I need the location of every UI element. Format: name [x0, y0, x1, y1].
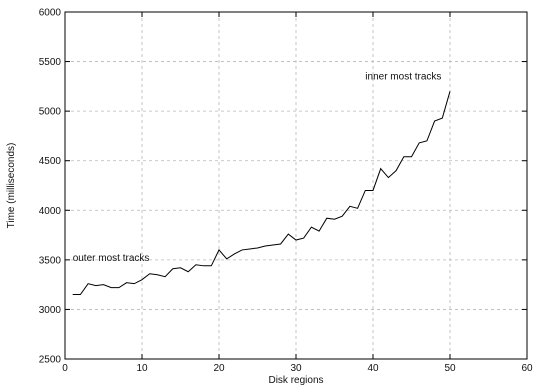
x-tick-label: 60: [521, 363, 533, 374]
y-tick-label: 3000: [39, 305, 62, 316]
series-layer: [72, 91, 451, 296]
x-tick-label: 10: [136, 363, 148, 374]
annotations: outer most tracks inner most tracks: [73, 71, 442, 263]
series-line: [72, 91, 451, 296]
y-tick-label: 2500: [39, 355, 62, 366]
y-tick-label: 6000: [39, 8, 62, 19]
x-tick-label: 50: [444, 363, 456, 374]
y-tick-label: 4500: [39, 156, 62, 167]
annotation-label: outer most tracks: [73, 253, 150, 264]
y-tick-label: 5500: [39, 57, 62, 68]
grid: [65, 12, 527, 359]
annotation-label: inner most tracks: [365, 71, 441, 82]
x-tick-label: 20: [213, 363, 225, 374]
x-tick-label: 30: [290, 363, 302, 374]
y-tick-label: 5000: [39, 107, 62, 118]
y-tick-label: 3500: [39, 255, 62, 266]
y-axis-label: Time (milliseconds): [6, 143, 17, 229]
x-tick-label: 40: [367, 363, 379, 374]
x-axis-label: Disk regions: [268, 375, 323, 386]
y-tick-label: 4000: [39, 206, 62, 217]
x-tick-label: 0: [62, 363, 68, 374]
axis-ticks: 0 10 20 30 40 50 60 2500 3000 3500 4000 4500 5000 550…: [39, 8, 533, 375]
